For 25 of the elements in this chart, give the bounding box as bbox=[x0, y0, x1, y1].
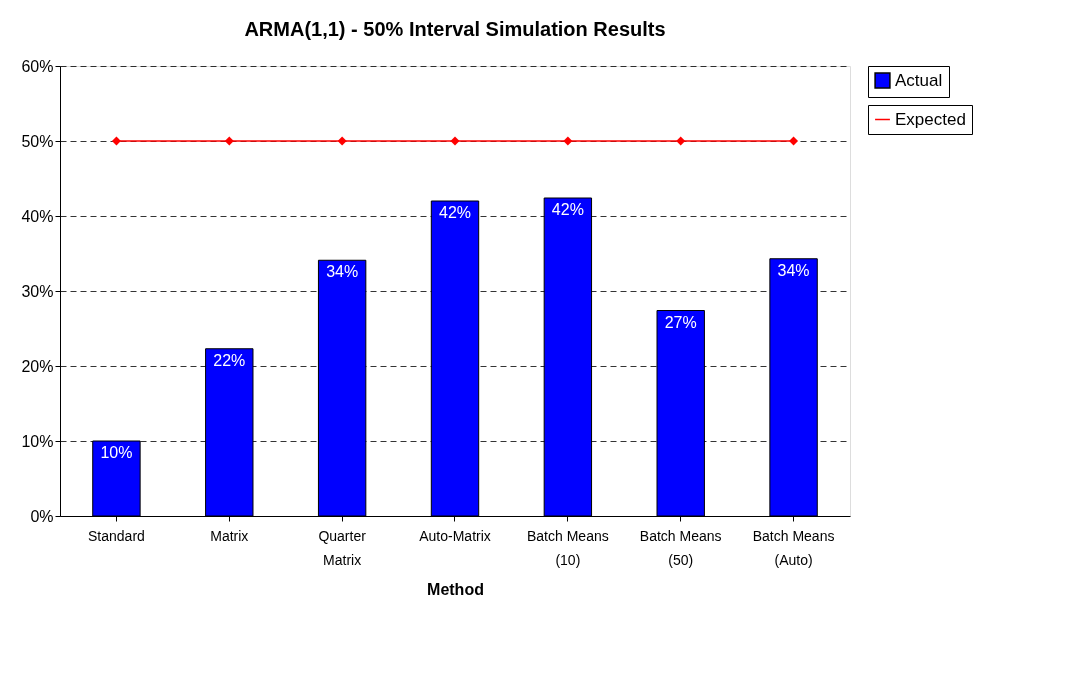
data-label: 42% bbox=[551, 201, 584, 218]
x-tick-label: Standard bbox=[88, 527, 145, 544]
y-tick-label: 60% bbox=[21, 57, 54, 75]
data-label: 22% bbox=[213, 351, 246, 369]
legend-label: Actual bbox=[895, 70, 943, 90]
y-tick-label: 0% bbox=[30, 507, 54, 525]
data-label: 42% bbox=[438, 204, 472, 221]
x-tick-label: Batch Means (Auto) bbox=[752, 527, 835, 568]
x-tick-label: Batch Means (50) bbox=[639, 527, 722, 568]
data-label: 34% bbox=[777, 261, 810, 279]
y-tick-label: 50% bbox=[21, 132, 54, 150]
data-label: 34% bbox=[326, 263, 359, 281]
y-tick-label: 30% bbox=[21, 282, 54, 300]
x-tick-label: Quarter Matrix bbox=[318, 527, 367, 568]
data-label: 27% bbox=[664, 313, 697, 331]
x-tick-label: Matrix bbox=[210, 527, 249, 544]
y-tick-label: 10% bbox=[21, 432, 54, 450]
x-axis-title: Method bbox=[427, 580, 484, 598]
y-tick-label: 20% bbox=[21, 357, 54, 375]
x-tick-label: Auto-Matrix bbox=[419, 527, 491, 544]
x-tick-label: Batch Means (10) bbox=[527, 527, 609, 568]
chart-title: ARMA(1,1) - 50% Interval Simulation Results bbox=[244, 18, 666, 40]
data-label: 10% bbox=[100, 444, 133, 461]
y-tick-label: 40% bbox=[21, 207, 54, 225]
legend-label: Expected bbox=[895, 109, 966, 129]
